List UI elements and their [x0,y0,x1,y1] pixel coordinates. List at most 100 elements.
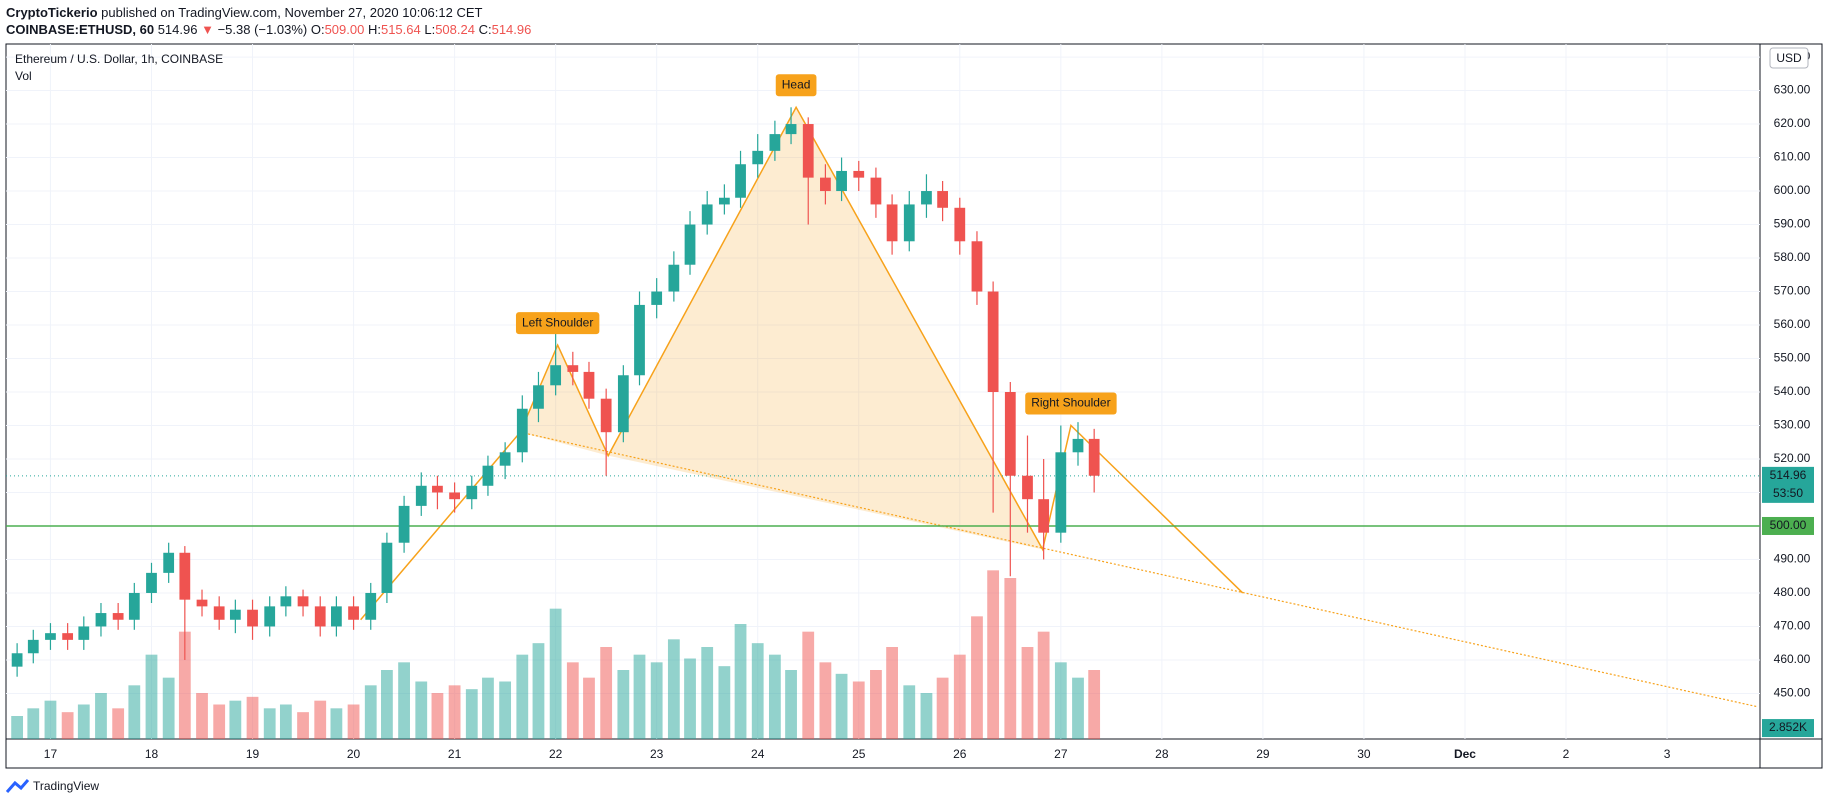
last-price-label: 514.96 [1770,468,1807,482]
x-tick-label: 19 [246,747,260,761]
volume-bar [617,670,630,739]
volume-bar [583,677,595,739]
pattern-label: Right Shoulder [1025,392,1117,415]
volume-bar [734,624,747,739]
candle-body [971,241,983,292]
candle-body [718,197,730,205]
x-tick-label: 18 [145,747,159,761]
arrow: ▼ [201,22,214,37]
candle-body [853,170,865,178]
hline-label-box [1762,516,1814,535]
volume-bar [246,696,259,739]
x-tick-label: 2 [1563,747,1570,761]
y-tick-label: 620.00 [1774,116,1811,130]
candle-body [550,365,562,386]
volume-bar [196,693,208,739]
volume-bar [718,666,731,739]
volume-bar [77,704,90,739]
volume-bar [532,643,545,739]
candle-body [381,542,393,593]
y-tick-label: 470.00 [1774,619,1811,633]
candle-body [903,204,915,242]
candle-body [163,552,175,573]
volume-bar [431,693,444,739]
axis-layer: 450.00460.00470.00480.00490.00500.00510.… [44,49,1814,761]
symbol: COINBASE:ETHUSD, 60 [6,22,155,37]
volume-bar [819,662,832,739]
hline-label: 500.00 [1770,518,1807,532]
x-tick-label: Dec [1454,747,1476,761]
candle-body [836,170,847,192]
pattern-label: Left Shoulder [515,312,600,335]
chart-title: Ethereum / U.S. Dollar, 1h, COINBASE [15,52,223,66]
x-tick-label: 30 [1357,747,1371,761]
candle-body [196,599,208,607]
volume-bar [44,700,57,739]
ohlc-value: 515.64 [380,22,421,37]
candle-body [701,204,713,225]
candle-body [634,304,645,376]
volume-bar [667,639,680,739]
candle-body [365,592,377,620]
candle-body [651,291,663,305]
candle-body [213,606,225,620]
ohlc-value: 514.96 [491,22,532,37]
y-tick-label: 600.00 [1774,183,1811,197]
change: −5.38 (−1.03%) [217,22,308,37]
ohlc-value: 509.00 [324,22,365,37]
y-tick-label: 520.00 [1774,451,1811,465]
candle-body [600,398,612,433]
y-tick-label: 450.00 [1774,686,1811,700]
volume-bar [381,670,393,739]
neckline [520,431,1759,708]
volume-bar [936,677,949,739]
x-tick-label: 17 [44,747,58,761]
candle-body [617,375,629,433]
x-tick-label: 27 [1054,747,1068,761]
pattern-label-box [515,312,600,335]
volume-bar [1037,631,1050,739]
volume-bar [953,654,966,739]
volume-layer [11,570,1101,739]
published: published on TradingView.com, November 2… [101,5,483,20]
y-tick-label: 610.00 [1774,150,1811,164]
candle-body [752,150,764,165]
candle-body [533,385,544,409]
candle-body [516,408,528,453]
candle-body [668,264,680,292]
volume-bar [297,712,309,739]
y-tick-label: 540.00 [1774,384,1811,398]
volume-bar [112,708,125,739]
candle-body [78,626,90,640]
volume-bar [1088,670,1101,739]
volume-bar [330,708,343,739]
volume-bar [633,654,646,739]
candle-body [567,365,579,372]
candle-body [314,606,326,627]
volume-bar [835,673,848,739]
candle-body [499,452,511,466]
x-tick-label: 3 [1664,747,1671,761]
candle-body [1004,392,1016,476]
volume-label: 2.852K [1769,720,1807,734]
candle-body [1055,452,1067,533]
volume-legend: Vol [15,69,32,83]
y-tick-label: 550.00 [1774,351,1811,365]
candle-body [684,224,696,265]
candle-body [45,633,56,640]
last-price-box [1762,466,1814,503]
candle-body [482,465,494,486]
volume-bar [785,670,797,739]
volume-bar [903,685,916,739]
frame [5,43,1823,769]
candle-body [95,613,107,627]
volume-bar [128,685,141,739]
candle-body [398,505,410,543]
candle-body [870,177,882,205]
candle-layer [11,107,1100,677]
volume-bar [987,570,1000,739]
candle-body [785,124,797,135]
volume-bar [347,704,360,739]
candle-body [937,191,949,208]
